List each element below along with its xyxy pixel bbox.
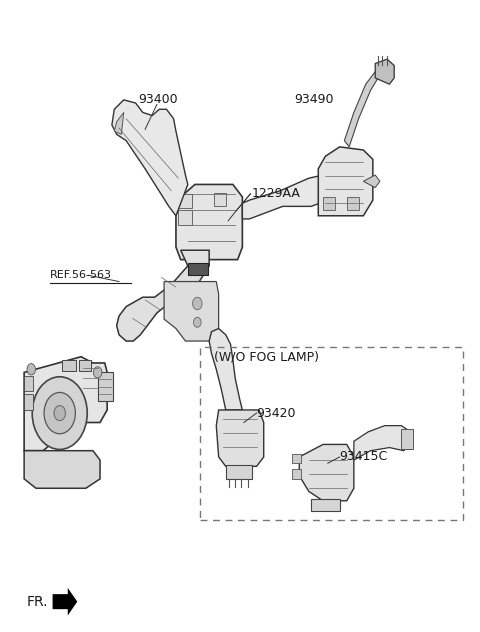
Bar xyxy=(214,193,226,207)
Polygon shape xyxy=(354,425,411,460)
Bar xyxy=(292,470,301,479)
Bar xyxy=(401,428,413,449)
Circle shape xyxy=(192,297,202,310)
Circle shape xyxy=(54,406,65,421)
Polygon shape xyxy=(300,444,354,501)
Polygon shape xyxy=(209,329,242,410)
Polygon shape xyxy=(216,410,264,466)
Bar xyxy=(79,360,91,371)
Polygon shape xyxy=(24,451,100,489)
Text: 93490: 93490 xyxy=(295,94,334,106)
Polygon shape xyxy=(344,68,380,147)
Bar xyxy=(292,454,301,463)
Text: REF.56-563: REF.56-563 xyxy=(50,270,112,280)
Bar xyxy=(200,348,463,520)
Polygon shape xyxy=(363,175,380,188)
Polygon shape xyxy=(117,250,209,341)
Bar xyxy=(318,179,333,202)
Polygon shape xyxy=(53,588,77,616)
Circle shape xyxy=(193,317,201,327)
Bar xyxy=(226,465,252,479)
Polygon shape xyxy=(188,263,208,276)
Text: 1229AA: 1229AA xyxy=(252,187,301,200)
Bar xyxy=(179,209,192,225)
Text: 93415C: 93415C xyxy=(340,451,388,463)
Text: 93420: 93420 xyxy=(257,406,296,420)
Polygon shape xyxy=(242,175,333,219)
Polygon shape xyxy=(112,100,188,216)
Text: FR.: FR. xyxy=(26,595,48,609)
Polygon shape xyxy=(114,112,124,135)
Text: (W/O FOG LAMP): (W/O FOG LAMP) xyxy=(214,350,319,363)
Circle shape xyxy=(94,367,102,378)
Bar xyxy=(97,372,113,401)
Bar xyxy=(311,499,340,511)
Bar xyxy=(347,197,359,209)
Circle shape xyxy=(32,377,87,449)
Circle shape xyxy=(27,363,36,375)
Circle shape xyxy=(44,392,75,434)
Bar xyxy=(24,375,33,391)
Bar xyxy=(179,194,192,208)
Polygon shape xyxy=(24,356,107,451)
Polygon shape xyxy=(176,185,242,260)
Polygon shape xyxy=(164,281,219,341)
Bar xyxy=(323,197,335,209)
Bar xyxy=(62,360,76,371)
Text: 93400: 93400 xyxy=(138,94,178,106)
Polygon shape xyxy=(375,59,394,84)
Bar xyxy=(24,394,33,410)
Polygon shape xyxy=(318,147,373,216)
